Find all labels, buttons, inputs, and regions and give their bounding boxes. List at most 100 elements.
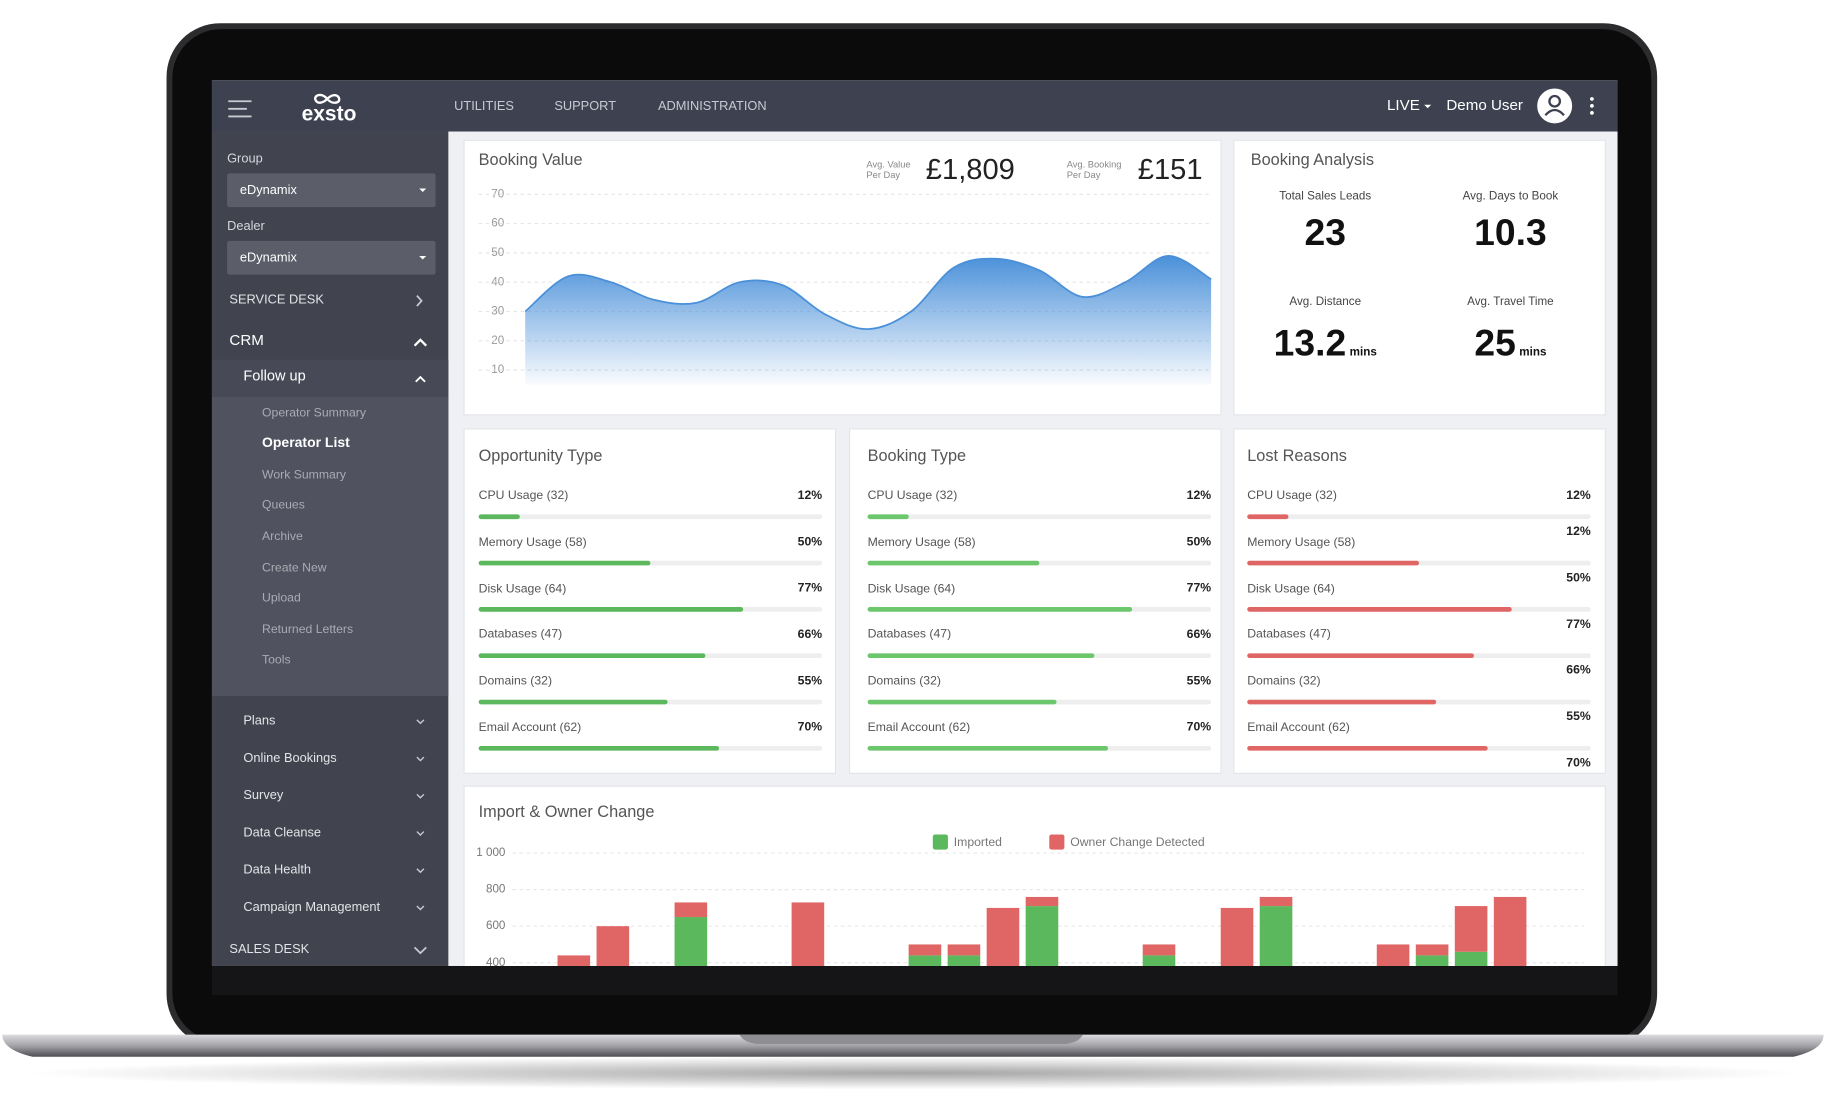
nav-link[interactable]: ADMINISTRATION [657,99,767,114]
progress-value: 66% [798,627,823,641]
chevron [413,338,428,347]
stat-value: £1,809 [925,153,1015,186]
menu-item[interactable]: Online Bookings [243,751,337,766]
field-label: Group [227,152,263,167]
progress-bar [1247,699,1437,705]
stat-label: Avg. Travel Time [1467,295,1554,309]
select-value: eDynamix [239,183,297,198]
bar-segment [1142,955,1176,966]
select[interactable] [227,173,436,208]
bar-segment [947,955,981,966]
progress-bar [867,560,1040,566]
nav-link[interactable]: SUPPORT [554,99,617,114]
stat-label: Avg. Value Per Day [866,159,911,181]
chevron [416,905,425,911]
chevron [416,868,425,874]
progress-value: 50% [1187,534,1212,548]
stat-group: 25 mins [1474,322,1546,365]
avatar-icon [1548,94,1562,108]
submenu [211,396,449,696]
menu-item[interactable]: Campaign Management [243,900,381,915]
progress-bar [478,607,744,612]
progress-label: Domains (32) [1247,674,1321,689]
submenu-item[interactable]: Returned Letters [262,622,354,637]
panel-title: Lost Reasons [1247,445,1347,465]
menu-item[interactable]: Data Cleanse [243,825,322,840]
submenu-item[interactable]: Operator List [262,434,350,451]
submenu-item[interactable]: Operator Summary [262,405,366,420]
bar-segment [791,902,825,966]
user-name[interactable]: Demo User [1446,96,1523,114]
area [525,255,1212,385]
bar-segment [1025,906,1059,966]
progress-value: 12% [1566,488,1591,502]
bar-segment [1454,906,1488,952]
chevron [413,946,427,955]
y-tick-label: 50 [491,246,504,259]
bar-segment [947,944,981,956]
submenu-item[interactable]: Work Summary [262,467,347,482]
submenu-item[interactable]: Tools [262,653,291,668]
bar-segment [908,944,942,956]
nav-link[interactable]: UTILITIES [454,99,514,114]
menu-section[interactable]: SALES DESK [229,942,310,957]
menu-section[interactable]: SERVICE DESK [229,292,324,307]
progress-bar [867,607,1133,612]
progress-track [867,514,1212,520]
progress-track [478,514,823,520]
progress-bar [478,699,668,705]
progress-value: 66% [1566,663,1591,677]
bar-segment [1220,907,1254,966]
panel-title: Opportunity Type [478,445,603,465]
chevron [415,375,426,383]
progress-label: Databases (47) [1247,627,1331,642]
submenu-item[interactable]: Upload [262,591,301,606]
progress-value: 55% [1566,709,1591,723]
env-select[interactable]: LIVE [1386,96,1420,114]
progress-value: 66% [1187,627,1212,641]
menu-item[interactable]: Follow up [243,367,306,384]
progress-value: 55% [798,673,823,687]
progress-bar [1247,653,1474,659]
follow-up-row[interactable] [211,359,449,397]
progress-value: 55% [1187,673,1212,687]
opportunity-panel [463,428,837,774]
avatar-icon [1544,108,1565,117]
menu-item[interactable]: Plans [243,714,276,729]
logo-icon [314,93,341,104]
progress-bar [1247,607,1512,612]
hamburger[interactable] [228,100,252,118]
progress-label: CPU Usage (32) [1247,488,1337,503]
progress-value: 50% [798,534,823,548]
progress-label: Domains (32) [478,674,553,689]
progress-label: Email Account (62) [1247,720,1350,735]
select[interactable] [227,240,436,275]
menu-item[interactable]: Survey [243,788,284,803]
legend-swatch [932,834,948,850]
bar-segment [1415,955,1449,966]
submenu-item[interactable]: Queues [262,498,305,513]
field-label: Dealer [227,219,265,234]
menu-section[interactable]: CRM [229,331,264,349]
menu-item[interactable]: Data Health [243,863,312,878]
progress-value: 12% [798,488,823,502]
y-tick-label: 60 [491,217,504,230]
progress-bar [478,560,651,566]
submenu-item[interactable]: Archive [262,529,303,544]
panel-title: Import & Owner Change [478,801,655,821]
legend-label: Owner Change Detected [1070,835,1205,849]
more-menu[interactable] [1590,97,1594,115]
progress-value: 12% [1566,524,1591,538]
submenu-item[interactable]: Create New [262,560,327,575]
progress-value: 77% [1187,581,1212,595]
progress-value: 77% [798,581,823,595]
progress-bar [478,653,706,659]
progress-label: CPU Usage (32) [867,488,958,503]
caret [419,256,427,260]
bar-segment [1415,944,1449,956]
bar-segment [1142,944,1176,956]
progress-label: Databases (47) [867,627,952,642]
logo[interactable]: exsto [301,102,357,126]
stat-label: Total Sales Leads [1279,189,1372,203]
